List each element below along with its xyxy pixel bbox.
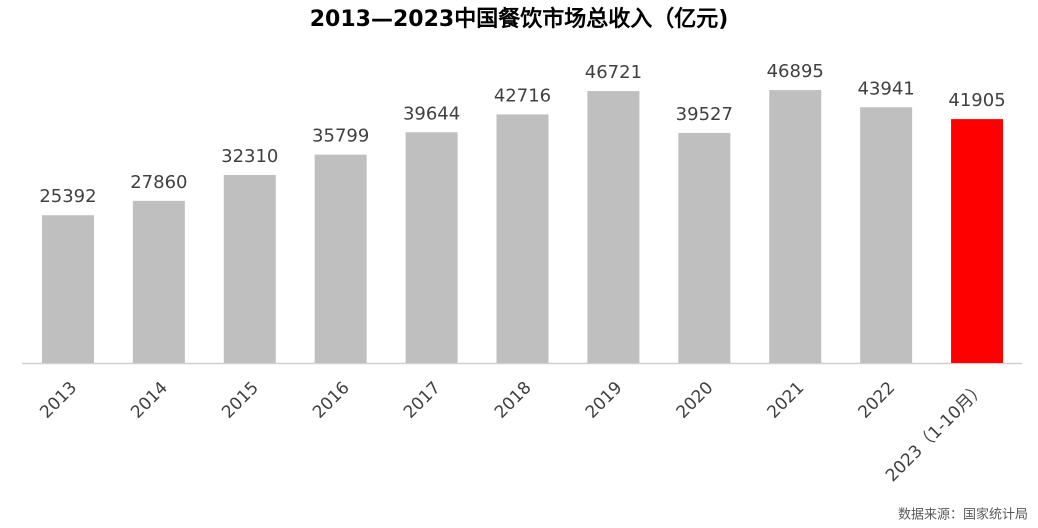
x-tick-label: 2014 — [127, 378, 172, 423]
value-label: 43941 — [858, 78, 915, 99]
value-label: 39644 — [403, 103, 460, 124]
bar — [496, 114, 549, 363]
value-label: 46721 — [585, 62, 642, 83]
value-label: 41905 — [948, 90, 1005, 111]
value-label: 39527 — [676, 104, 733, 125]
x-tick-label: 2022 — [854, 378, 899, 423]
chart-title: 2013—2023中国餐饮市场总收入（亿元) — [310, 6, 729, 32]
x-tick-label: 2017 — [400, 378, 445, 423]
value-label: 35799 — [312, 126, 369, 147]
value-label: 32310 — [221, 146, 278, 167]
x-tick-label: 2023（1-10月） — [882, 378, 990, 486]
value-label: 46895 — [767, 61, 824, 82]
x-tick-label: 2019 — [582, 378, 627, 423]
value-label: 27860 — [130, 172, 187, 193]
value-label: 42716 — [494, 85, 551, 106]
bar — [587, 91, 640, 364]
bar — [405, 132, 458, 363]
bar — [951, 119, 1004, 363]
x-tick-label: 2018 — [491, 378, 536, 423]
value-label: 25392 — [39, 186, 96, 207]
bar — [678, 132, 731, 363]
x-tick-label: 2021 — [764, 378, 809, 423]
bar — [769, 90, 822, 363]
x-tick-label: 2015 — [218, 378, 263, 423]
bar — [132, 200, 185, 363]
x-tick-label: 2016 — [309, 378, 354, 423]
bar — [314, 154, 367, 363]
source-note: 数据来源：国家统计局 — [898, 507, 1028, 523]
x-tick-label: 2013 — [36, 378, 81, 423]
bar — [223, 174, 276, 363]
bar — [41, 215, 94, 363]
x-tick-label: 2020 — [673, 378, 718, 423]
bar — [860, 107, 913, 363]
